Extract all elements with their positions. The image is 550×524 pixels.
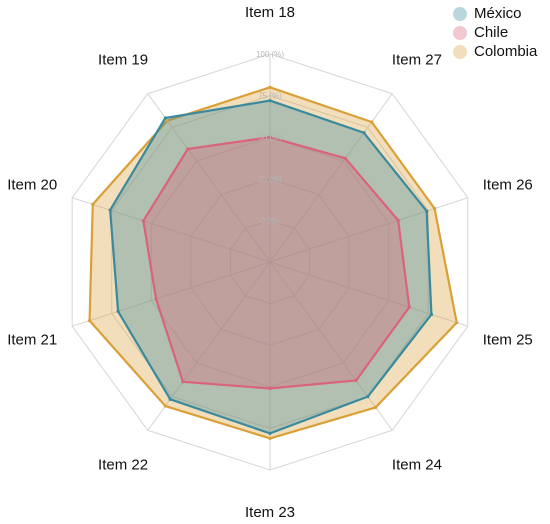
series-1-point-2 xyxy=(396,218,400,222)
category-label-3: Item 25 xyxy=(483,331,533,348)
grid-spoke-4 xyxy=(269,261,393,431)
category-label-1: Item 27 xyxy=(392,52,442,69)
series-0-point-1 xyxy=(362,131,366,135)
series-1-point-0 xyxy=(268,135,272,139)
grid-spoke-6 xyxy=(147,261,271,431)
legend-item-colombia: Colombia xyxy=(453,42,537,61)
series-0-point-8 xyxy=(108,208,112,212)
legend-swatch-chile xyxy=(453,25,467,40)
legend-item-mexico: México xyxy=(453,4,537,23)
series-0-point-2 xyxy=(425,209,429,213)
series-2-point-3 xyxy=(455,321,459,325)
series-2-point-5 xyxy=(268,436,272,440)
series-2-point-9 xyxy=(165,119,169,123)
series-2-point-2 xyxy=(432,206,437,211)
series-1-point-9 xyxy=(186,147,190,151)
legend-item-chile: Chile xyxy=(453,23,537,42)
tick-label-3: 75 (%) xyxy=(258,92,282,101)
series-0-point-6 xyxy=(168,397,172,401)
series-1-point-4 xyxy=(354,378,358,383)
category-label-8: Item 20 xyxy=(7,177,57,194)
series-0-point-7 xyxy=(116,309,120,313)
category-label-6: Item 22 xyxy=(98,456,148,473)
category-label-0: Item 18 xyxy=(245,4,295,21)
grid-spoke-8 xyxy=(72,197,271,263)
series-0-point-0 xyxy=(268,98,272,103)
series-1-point-6 xyxy=(181,380,185,384)
series-1-point-7 xyxy=(154,297,158,301)
legend-swatch-colombia xyxy=(453,44,467,59)
series-2-point-6 xyxy=(163,404,167,408)
category-label-4: Item 24 xyxy=(392,456,442,473)
legend: México Chile Colombia xyxy=(453,4,537,61)
series-1-point-3 xyxy=(407,305,411,309)
category-label-2: Item 26 xyxy=(483,177,533,194)
tick-label-4: 100 (%) xyxy=(256,50,284,59)
series-1-point-1 xyxy=(343,156,347,160)
category-label-7: Item 21 xyxy=(7,331,57,348)
tick-label-0: 0 (%) xyxy=(260,216,279,225)
series-2-point-0 xyxy=(268,85,272,89)
legend-label-mexico: México xyxy=(474,5,522,22)
series-1-point-8 xyxy=(141,219,145,223)
series-0-point-4 xyxy=(366,395,370,399)
series-2-point-1 xyxy=(370,120,374,124)
series-2-point-7 xyxy=(87,319,92,323)
series-0-point-9 xyxy=(163,116,167,120)
series-0-point-5 xyxy=(268,431,272,435)
category-label-9: Item 19 xyxy=(98,52,148,69)
series-2-point-4 xyxy=(374,405,378,409)
legend-swatch-mexico xyxy=(453,6,467,21)
legend-label-chile: Chile xyxy=(474,24,509,41)
tick-label-2: 50 (%) xyxy=(258,133,282,142)
legend-label-colombia: Colombia xyxy=(474,43,538,60)
grid-spoke-3 xyxy=(269,261,468,327)
series-2-point-8 xyxy=(91,202,95,207)
category-label-5: Item 23 xyxy=(245,504,295,521)
tick-label-1: 25 (%) xyxy=(258,175,282,184)
series-0-point-3 xyxy=(429,312,434,317)
series-1-point-5 xyxy=(268,386,272,391)
grid-spoke-7 xyxy=(72,261,271,327)
